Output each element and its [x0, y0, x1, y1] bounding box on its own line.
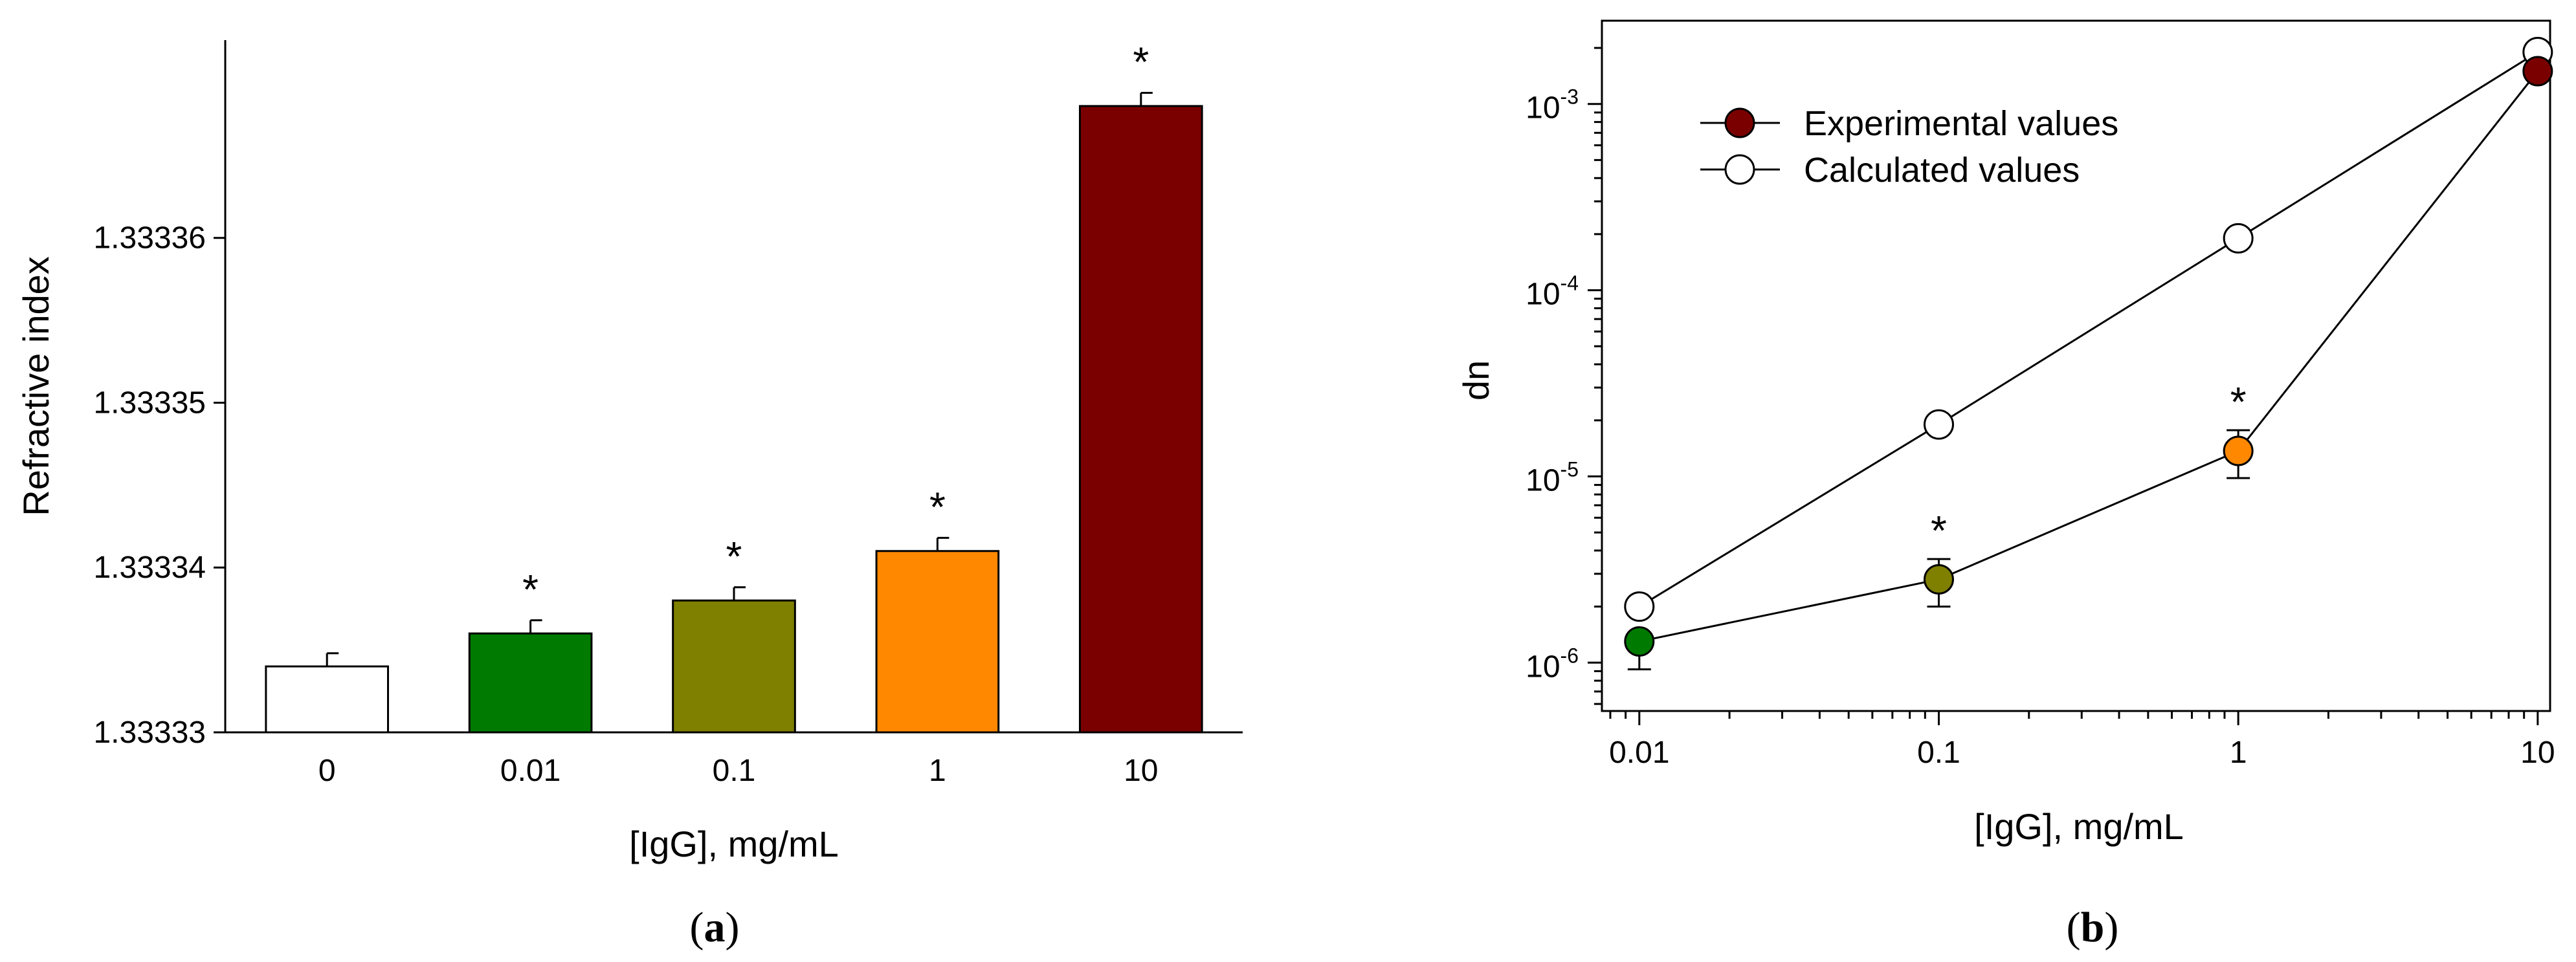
y-tick-label: 1.33334 — [93, 551, 206, 585]
significance-star: * — [2230, 378, 2247, 425]
marker-calculated — [2223, 223, 2254, 254]
x-tick-label: 0.01 — [1609, 736, 1669, 770]
x-tick-label: 10 — [1124, 754, 1158, 788]
marker-calculated — [1624, 591, 1655, 622]
error-bars-group — [326, 92, 1153, 667]
significance-star: * — [1133, 39, 1149, 85]
significance-star: * — [522, 566, 539, 613]
significance-markers-group: ** — [1931, 378, 2247, 554]
x-tick-label: 0 — [318, 754, 336, 788]
x-axis-label: [IgG], mg/mL — [1974, 806, 2184, 847]
y-axis-label: Refractive index — [16, 256, 56, 516]
significance-star: * — [726, 533, 742, 580]
significance-markers-group: * * * * — [522, 39, 1149, 613]
legend-label-experimental: Experimental values — [1804, 104, 2118, 143]
y-tick-label: 10-3 — [1526, 85, 1579, 126]
y-tick-label: 10-4 — [1526, 272, 1579, 312]
x-tick-label: 0.1 — [713, 754, 756, 788]
bar — [672, 599, 796, 734]
panel-label-b: (b) — [2067, 904, 2119, 951]
y-tick-label: 10-5 — [1526, 457, 1579, 497]
bar — [468, 632, 593, 734]
panel-label-close-paren: ) — [726, 904, 740, 951]
panel-label-letter: b — [2081, 904, 2105, 951]
significance-star: * — [1931, 507, 1947, 554]
x-tick-label: 1 — [2230, 736, 2247, 770]
panel-label-letter: a — [704, 904, 726, 951]
y-tick-exponent: -3 — [1560, 85, 1579, 109]
bar — [265, 665, 390, 734]
y-tick-exponent: -4 — [1560, 272, 1579, 295]
marker-experimental — [1923, 564, 1954, 595]
significance-star: * — [929, 483, 946, 530]
y-tick-exponent: -6 — [1560, 644, 1579, 667]
y-ticks-group: 1.33333 1.33334 1.33335 1.33336 — [93, 221, 225, 750]
y-tick-base: 10 — [1526, 650, 1560, 684]
y-tick-base: 10 — [1526, 278, 1560, 312]
x-ticks-group: 0 0.01 0.1 1 10 — [318, 754, 1159, 788]
panel-label-a: (a) — [690, 904, 740, 951]
plot-frame — [1601, 19, 2551, 712]
x-tick-label: 0.1 — [1917, 736, 1960, 770]
marker-experimental — [2223, 435, 2254, 466]
series-line-experimental — [1639, 71, 2539, 642]
y-tick-label: 1.33333 — [93, 716, 206, 750]
y-axis-label: dn — [1456, 360, 1496, 400]
y-tick-label: 1.33335 — [93, 386, 206, 420]
marker-calculated — [1923, 409, 1954, 440]
bar — [1078, 105, 1203, 734]
panel-label-close-paren: ) — [2104, 904, 2118, 951]
bar — [875, 550, 1000, 734]
y-tick-base: 10 — [1526, 91, 1560, 126]
marker-experimental — [1624, 626, 1655, 657]
series-lines-group — [1639, 51, 2539, 642]
legend-marker-calculated — [1724, 154, 1755, 185]
marker-experimental — [2522, 56, 2553, 87]
y-tick-exponent: -5 — [1560, 457, 1579, 481]
legend-label-calculated: Calculated values — [1804, 151, 2080, 190]
panel-label-open-paren: ( — [690, 904, 704, 951]
y-tick-base: 10 — [1526, 463, 1560, 497]
legend-marker-experimental — [1724, 107, 1755, 138]
markers-group — [1624, 36, 2553, 657]
x-tick-label: 1 — [929, 754, 946, 788]
x-tick-label: 10 — [2520, 736, 2555, 770]
series-line-calculated — [1639, 51, 2538, 607]
panel-label-open-paren: ( — [2067, 904, 2081, 951]
bars-group — [265, 105, 1203, 734]
y-tick-label: 10-6 — [1526, 644, 1579, 684]
legend: Experimental values Calculated values — [1700, 104, 2118, 190]
x-tick-label: 0.01 — [500, 754, 561, 788]
y-tick-label: 1.33336 — [93, 221, 206, 256]
x-axis-label: [IgG], mg/mL — [629, 824, 839, 864]
